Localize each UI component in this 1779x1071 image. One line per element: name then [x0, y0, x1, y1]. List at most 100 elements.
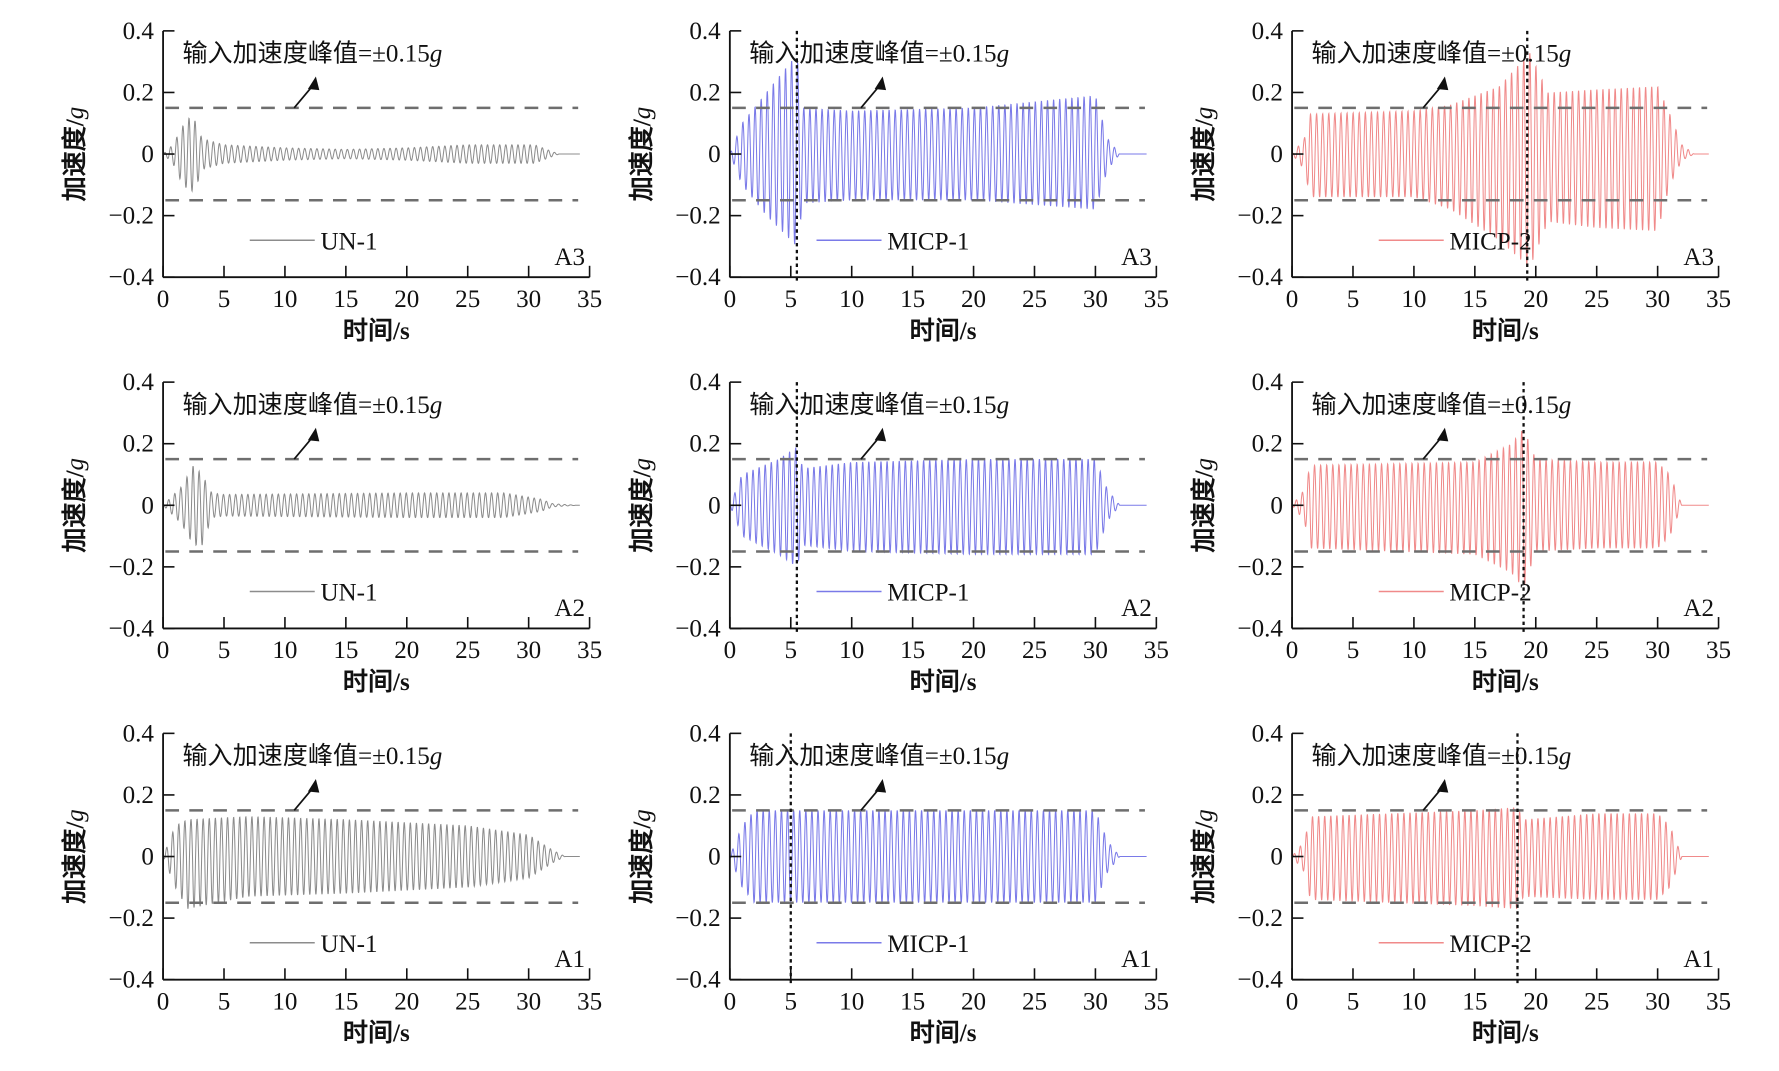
x-tick-label: 20: [961, 988, 986, 1015]
y-tick-label: 0: [141, 141, 154, 168]
series-line: [1291, 807, 1709, 910]
annotation-label: 输入加速度峰值=±0.15g: [1311, 40, 1571, 68]
annotation-text: 输入加速度峰值=±0.15: [1311, 391, 1558, 419]
x-tick-label: 25: [1022, 286, 1047, 313]
x-tick-label: 0: [157, 286, 170, 313]
x-tick-label: 30: [1645, 637, 1670, 664]
y-axis-title-text: 加速度/: [627, 118, 656, 201]
y-tick-label: 0: [141, 492, 154, 519]
x-tick-label: 0: [157, 637, 170, 664]
y-tick-label: 0.4: [123, 369, 155, 396]
position-label: A1: [554, 946, 585, 973]
x-tick-label: 25: [455, 988, 480, 1015]
series-line: [1291, 430, 1709, 585]
y-tick-label: −0.4: [675, 967, 721, 994]
y-tick-label: 0.2: [689, 782, 720, 809]
annotation-text: 输入加速度峰值=±0.15: [1311, 742, 1558, 770]
y-axis-title-unit: g: [1191, 809, 1218, 822]
x-tick-label: 30: [1645, 988, 1670, 1015]
y-tick-label: 0.2: [123, 782, 154, 809]
y-tick-label: −0.4: [108, 967, 154, 994]
y-tick-label: 0.2: [689, 431, 720, 458]
series-line: [162, 816, 580, 909]
panel-un-1-a3: 0.40.20−0.2−0.40 5 10 15 20 25 30 35时间/s加速度/g输入…: [60, 18, 602, 345]
y-tick-label: 0.2: [123, 79, 154, 106]
panel-micp-2-a2: 0.40.20−0.2−0.40 5 10 15 20 25 30 35时间/s加速度/g输入…: [1189, 369, 1731, 696]
annotation-unit: g: [430, 743, 443, 770]
x-axis-title: 时间/s: [910, 1019, 977, 1047]
arrow-head-icon: [1436, 427, 1449, 442]
x-tick-label: 0: [1286, 988, 1299, 1015]
y-axis-title-text: 加速度/: [60, 118, 89, 201]
x-tick-label: 5: [1347, 286, 1360, 313]
x-tick-label: 0: [724, 988, 737, 1015]
x-tick-label: 35: [1144, 988, 1169, 1015]
x-tick-label: 25: [1584, 286, 1609, 313]
x-tick-label: 35: [1144, 286, 1169, 313]
x-tick-label: 15: [900, 286, 925, 313]
y-tick-label: −0.4: [1237, 967, 1283, 994]
panel-micp-2-a3: 0.40.20−0.2−0.40 5 10 15 20 25 30 35时间/s加速度/g输入…: [1189, 18, 1731, 345]
y-tick-label: 0.2: [1252, 782, 1283, 809]
position-label: A2: [1121, 595, 1152, 622]
x-tick-label: 15: [900, 637, 925, 664]
series-line: [729, 810, 1147, 904]
annotation-label: 输入加速度峰值=±0.15g: [749, 742, 1009, 770]
y-axis-title-unit: g: [62, 107, 89, 120]
y-axis-title-text: 加速度/: [1189, 118, 1218, 201]
y-tick-label: −0.2: [108, 905, 153, 932]
x-tick-label: 15: [333, 637, 358, 664]
arrow-head-icon: [307, 778, 320, 793]
y-axis-title-unit: g: [629, 458, 656, 471]
annotation-label: 输入加速度峰值=±0.15g: [182, 742, 442, 770]
y-axis-title-unit: g: [1191, 107, 1218, 120]
series-line: [162, 466, 580, 547]
x-tick-label: 10: [839, 286, 864, 313]
y-tick-label: 0: [708, 492, 721, 519]
y-tick-label: −0.4: [1237, 264, 1283, 291]
x-tick-label: 20: [394, 988, 419, 1015]
annotation-text: 输入加速度峰值=±0.15: [182, 391, 429, 419]
y-axis-title-text: 加速度/: [627, 821, 656, 904]
x-tick-label: 15: [1462, 286, 1487, 313]
position-label: A3: [1121, 244, 1152, 271]
x-tick-label: 5: [1347, 637, 1360, 664]
x-tick-label: 35: [1706, 988, 1731, 1015]
x-tick-label: 5: [218, 988, 231, 1015]
y-axis-title: 加速度/g: [1189, 809, 1218, 904]
annotation-text: 输入加速度峰值=±0.15: [749, 40, 996, 68]
x-tick-label: 15: [1462, 988, 1487, 1015]
arrow-head-icon: [307, 76, 320, 91]
y-tick-label: −0.2: [108, 203, 153, 230]
annotation-text: 输入加速度峰值=±0.15: [749, 742, 996, 770]
panel-un-1-a1: 0.40.20−0.2−0.40 5 10 15 20 25 30 35时间/s加速度/g输入…: [60, 720, 602, 1047]
y-tick-label: 0.4: [689, 369, 721, 396]
arrow-head-icon: [1436, 778, 1449, 793]
annotation-text: 输入加速度峰值=±0.15: [182, 40, 429, 68]
y-axis-title: 加速度/g: [60, 107, 89, 202]
y-tick-label: −0.2: [675, 905, 721, 932]
x-tick-label: 10: [1401, 286, 1426, 313]
annotation-unit: g: [430, 41, 443, 68]
annotation-unit: g: [1559, 41, 1572, 68]
position-label: A3: [1683, 244, 1714, 271]
x-tick-label: 30: [516, 988, 541, 1015]
x-tick-label: 10: [839, 637, 864, 664]
y-tick-label: −0.2: [1237, 554, 1283, 581]
x-tick-label: 15: [333, 286, 358, 313]
x-tick-label: 35: [577, 637, 602, 664]
legend-label: MICP-1: [887, 931, 969, 958]
y-axis-title-text: 加速度/: [60, 821, 89, 904]
x-axis-title: 时间/s: [1472, 1019, 1539, 1047]
x-tick-label: 35: [1706, 286, 1731, 313]
y-tick-label: 0: [1270, 141, 1283, 168]
x-tick-label: 35: [1144, 637, 1169, 664]
annotation-text: 输入加速度峰值=±0.15: [749, 391, 996, 419]
arrow-head-icon: [874, 427, 887, 442]
y-tick-label: −0.4: [675, 264, 721, 291]
y-tick-label: 0.4: [123, 720, 155, 747]
x-tick-label: 25: [455, 286, 480, 313]
annotation-label: 输入加速度峰值=±0.15g: [182, 391, 442, 419]
annotation-unit: g: [430, 392, 443, 419]
